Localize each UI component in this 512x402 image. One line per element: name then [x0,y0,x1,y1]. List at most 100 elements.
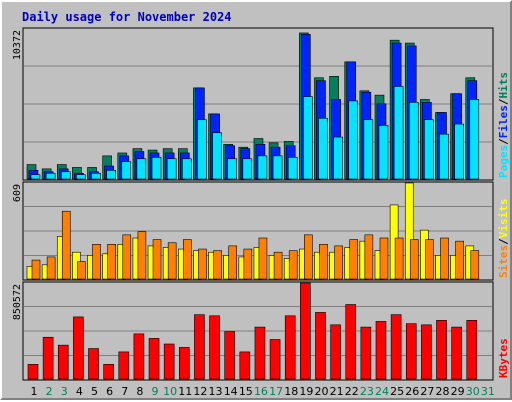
kbytes-bar [315,312,326,380]
pages-bar [166,158,177,180]
day-label: 30 [466,385,480,398]
day-label: 15 [239,385,253,398]
day-label: 4 [76,385,83,398]
kbytes-bar [209,315,220,380]
pages-bar [333,136,343,180]
legend-entry: Sites [497,245,510,278]
kbytes-bar [330,324,341,380]
kbytes-bar [360,326,372,380]
legend-entry: Hits [497,72,510,99]
day-label: 19 [299,385,313,398]
legend-separator: / [497,98,510,105]
kbytes-bar [300,282,311,380]
day-label: 7 [121,385,128,398]
sites-bar [228,245,237,280]
kbytes-bar [57,344,69,380]
kbytes-bar [466,320,478,380]
kbytes-bar [133,333,145,380]
day-label: 5 [91,385,98,398]
pages-bar [60,171,71,180]
pages-bar [318,117,328,180]
kbytes-bar [239,351,251,380]
pages-bar [227,158,237,180]
sites-bar [394,237,404,280]
sites-bar [243,248,253,280]
pages-bar [106,170,116,180]
day-label: 23 [360,385,374,398]
kbytes-bar [375,321,387,380]
chart-title: Daily usage for November 2024 [22,10,232,24]
day-label: 27 [420,385,434,398]
y-axis-max-labels: 10372 609 850572 [12,30,23,320]
sites-bar [364,234,374,280]
bars [26,32,480,380]
day-label: 2 [46,385,53,398]
sites-bar [319,244,328,280]
day-label: 9 [152,385,159,398]
day-label: 24 [375,385,389,398]
day-label: 13 [209,385,223,398]
day-label: 28 [436,385,450,398]
day-label: 21 [330,385,344,398]
y-max-label: 609 [12,184,23,202]
y-max-label: 10372 [12,30,23,60]
day-label: 16 [254,385,268,398]
day-label: 11 [178,385,192,398]
kbytes-bar [163,343,175,380]
kbytes-bar [451,326,462,380]
sites-bar [379,237,389,280]
sites-bar [61,210,71,280]
sites-bar [258,237,268,280]
sites-bar [152,239,162,280]
pages-bar [45,172,56,180]
sites-bar [167,242,177,280]
pages-bar [454,123,464,180]
kbytes-bar [224,331,235,380]
day-label: 3 [61,385,68,398]
kbytes-bar [284,315,296,380]
legend-entry: Pages [497,145,510,178]
sites-bar [409,239,419,280]
visits-bar [404,182,414,280]
legend-label: KBytes [497,338,510,378]
pages-bar [257,155,268,180]
sites-bar [122,234,132,280]
pages-bar [408,102,419,180]
pages-bar [363,119,374,180]
day-label: 22 [345,385,359,398]
sites-bar [304,234,313,280]
pages-bar [242,158,253,180]
pages-bar [121,161,132,180]
legend-entry: KBytes [497,338,510,378]
sites-bar [470,250,480,280]
pages-bar [287,157,298,180]
pages-bar [151,157,162,180]
pages-bar [378,125,389,180]
legend-separator: / [497,138,510,145]
pages-bar [439,133,449,180]
legend-label: Pages/Files/Hits [497,72,510,178]
kbytes-bar [42,336,54,380]
legend-entry: Visits [497,199,510,239]
day-label: 14 [224,385,238,398]
day-label: 18 [284,385,298,398]
kbytes-bar [390,314,402,380]
sites-bar [198,248,207,280]
sites-bar [107,244,116,280]
kbytes-bar [421,324,432,380]
sites-bar [288,250,298,280]
pages-bar [272,155,283,180]
kbytes-bar [148,338,160,380]
legend-entry: Files [497,105,510,138]
kbytes-bar [194,314,205,380]
day-labels: 1 2 3 4 5 6 7 8 9 10 11 12 13 14 15 16 17 18 19 20 21 22 23 24 2… [31,385,495,398]
pages-bar [91,172,101,180]
kbytes-bar [345,304,357,380]
legend-separator: / [497,238,510,245]
sites-bar [425,239,434,280]
day-label: 12 [193,385,207,398]
sites-bar [77,261,86,280]
day-label: 29 [451,385,465,398]
